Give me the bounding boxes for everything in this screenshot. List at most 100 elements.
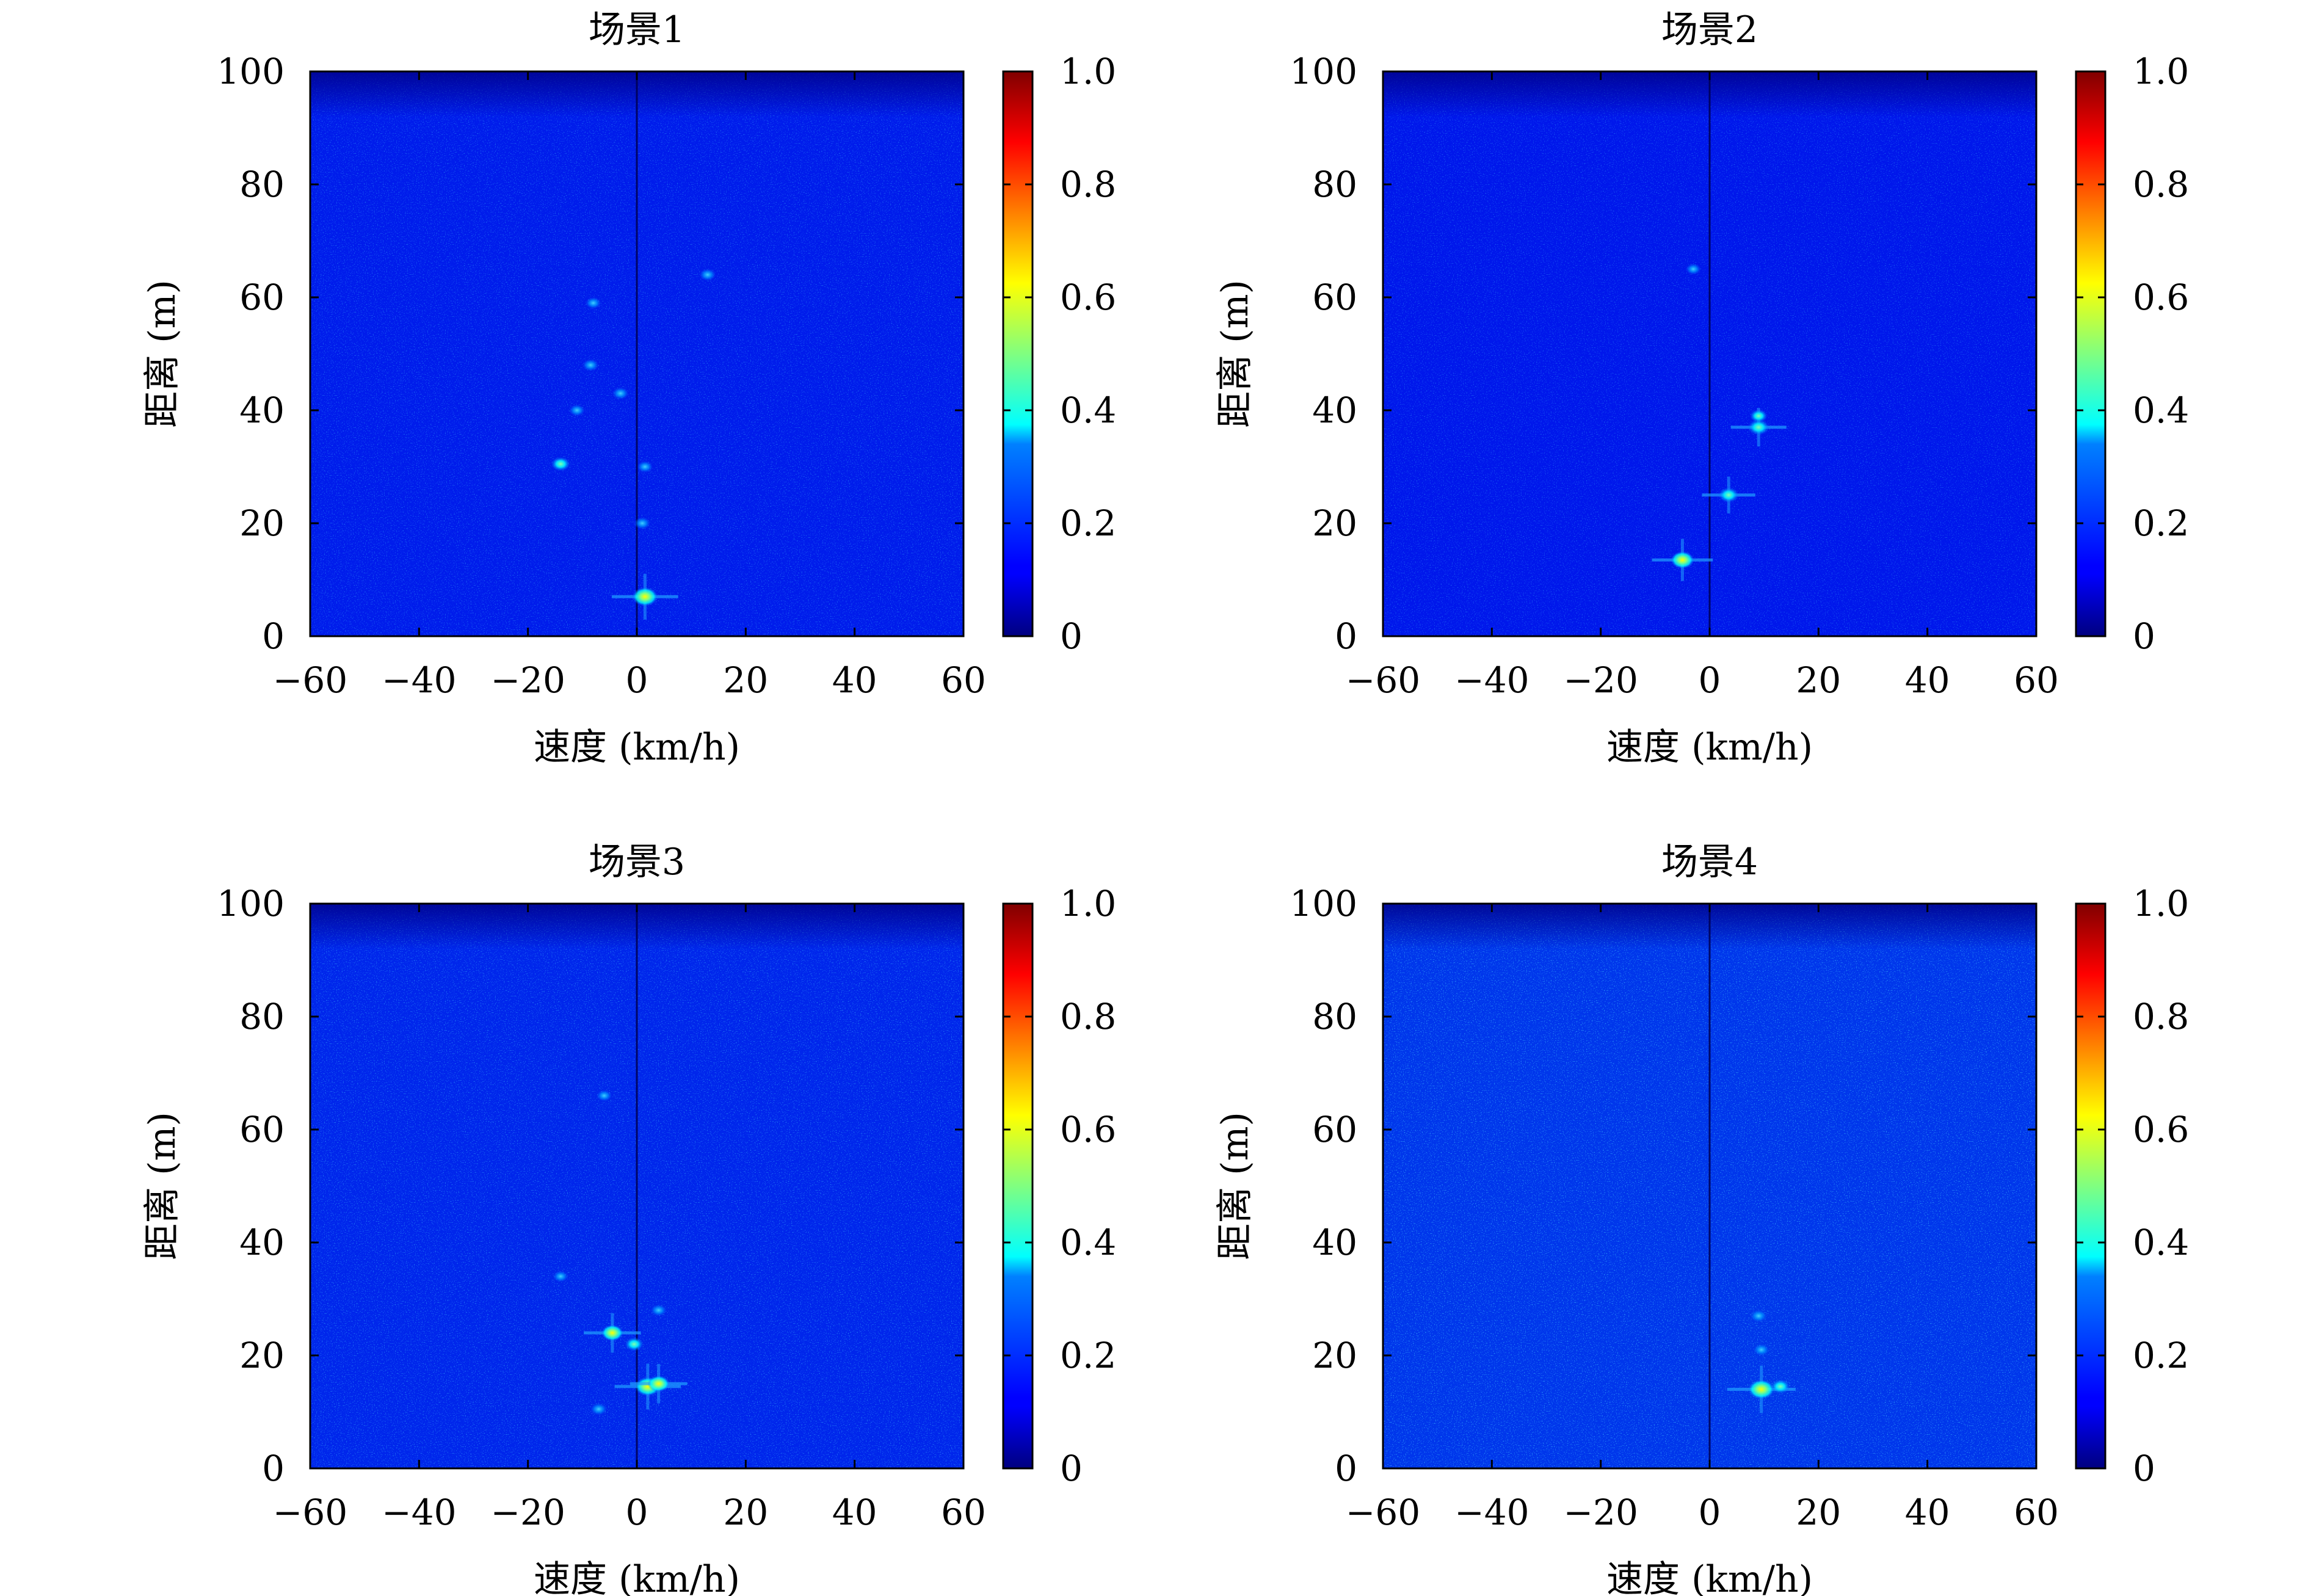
target-blob	[637, 460, 653, 473]
target-blob	[585, 297, 601, 309]
x-tick-label: 60	[2014, 1492, 2059, 1533]
colorbar-tick-label: 0.4	[2133, 1222, 2189, 1263]
target-7	[699, 269, 716, 281]
colorbar-tick-label: 0.2	[1060, 502, 1116, 544]
colorbar-tick-label: 0.2	[2133, 502, 2189, 544]
y-tick-label: 0	[262, 1448, 285, 1489]
target-2	[1702, 476, 1755, 513]
colorbar: 0 0.2 0.4 0.6 0.8 1.0	[1002, 883, 1116, 1489]
target-blob	[647, 1375, 670, 1392]
colorbar-tick-label: 0.4	[1060, 1222, 1116, 1263]
x-tick-label: −20	[490, 1492, 565, 1533]
x-tick-label: −20	[1563, 659, 1638, 701]
x-tick-label: 0	[1699, 659, 1721, 701]
x-tick-label: −20	[1563, 1492, 1638, 1533]
target-2	[1771, 1379, 1790, 1394]
target-7	[650, 1304, 667, 1316]
colorbar-gradient	[1002, 902, 1034, 1470]
x-tick-label: 0	[626, 659, 648, 701]
colorbar-tick-label: 0.8	[1060, 996, 1116, 1037]
y-axis-label: 距离 (m)	[141, 1112, 184, 1260]
y-tick-label: 40	[1312, 390, 1357, 431]
target-8	[597, 1090, 612, 1101]
colorbar-tick-label: 1.0	[1060, 51, 1116, 92]
colorbar-tick-label: 0	[1060, 615, 1083, 657]
target-4	[1753, 1344, 1769, 1356]
colorbar: 0 0.2 0.4 0.6 0.8 1.0	[1002, 51, 1116, 657]
y-tick-label: 0	[1335, 615, 1357, 657]
x-tick-label: −40	[1454, 659, 1529, 701]
colorbar-tick-label: 0.8	[1060, 164, 1116, 205]
x-axis-label: 速度 (km/h)	[534, 1558, 740, 1596]
heatmap-image	[1383, 71, 2036, 636]
x-tick-label: −40	[382, 659, 456, 701]
target-blob	[634, 517, 651, 529]
panel-4: −60 −40 −20 0 20 40 60 0 20 40 60 80 100 场景4 速度 (km/h)…	[1214, 841, 2189, 1596]
colorbar-tick-label: 0.2	[1060, 1335, 1116, 1376]
target-blob	[632, 587, 658, 606]
target-1	[1652, 539, 1713, 581]
target-blob	[1671, 551, 1694, 569]
target-3	[584, 1313, 641, 1353]
target-blob	[582, 359, 599, 371]
colorbar-tick-label: 0.8	[2133, 164, 2189, 205]
y-tick-label: 100	[1290, 51, 1357, 92]
target-blob	[553, 1271, 568, 1282]
x-axis-label: 速度 (km/h)	[534, 726, 740, 769]
colorbar-tick-label: 1.0	[2133, 51, 2189, 92]
target-4	[582, 359, 599, 371]
y-tick-label: 40	[1312, 1222, 1357, 1263]
y-tick-label: 0	[1335, 1448, 1357, 1489]
y-tick-label: 60	[239, 277, 285, 318]
target-4	[1749, 409, 1768, 423]
heatmap-image	[310, 904, 963, 1468]
colorbar: 0 0.2 0.4 0.6 0.8 1.0	[2075, 51, 2189, 657]
panel-title: 场景3	[589, 841, 685, 883]
y-tick-label: 100	[217, 51, 285, 92]
x-tick-label: 20	[1796, 659, 1841, 701]
colorbar-tick-label: 0.6	[1060, 1109, 1116, 1150]
x-tick-label: −60	[1346, 1492, 1420, 1533]
target-blob	[699, 269, 716, 281]
colorbar-tick-label: 1.0	[2133, 883, 2189, 924]
x-tick-label: −60	[273, 1492, 347, 1533]
x-tick-label: 40	[832, 1492, 877, 1533]
x-tick-label: 40	[832, 659, 877, 701]
y-tick-label: 80	[239, 996, 285, 1037]
target-4	[625, 1337, 644, 1351]
colorbar-gradient	[1002, 70, 1034, 637]
target-blob	[1771, 1379, 1790, 1394]
target-1	[1727, 1365, 1796, 1413]
target-5	[569, 404, 585, 416]
y-tick-label: 60	[1312, 1109, 1357, 1150]
target-blob	[1718, 487, 1740, 503]
y-axis-label: 距离 (m)	[141, 280, 184, 428]
x-tick-label: −40	[382, 1492, 456, 1533]
x-tick-label: 60	[2014, 659, 2059, 701]
target-3	[612, 387, 629, 400]
y-tick-label: 20	[1312, 1335, 1357, 1376]
x-axis-label: 速度 (km/h)	[1606, 1558, 1813, 1596]
target-blob	[1748, 1379, 1775, 1399]
target-blob	[1749, 409, 1768, 423]
colorbar-gradient	[2075, 902, 2107, 1470]
x-tick-label: 20	[723, 1492, 768, 1533]
y-tick-label: 100	[1290, 883, 1357, 924]
x-tick-label: 0	[626, 1492, 648, 1533]
x-tick-label: 20	[723, 659, 768, 701]
y-tick-label: 40	[239, 1222, 285, 1263]
colorbar-tick-label: 0.4	[2133, 390, 2189, 431]
colorbar-tick-label: 0.4	[1060, 390, 1116, 431]
target-blob	[551, 457, 570, 471]
colorbar-tick-label: 0.2	[2133, 1335, 2189, 1376]
panel-title: 场景1	[589, 9, 685, 51]
colorbar-tick-label: 1.0	[1060, 883, 1116, 924]
panel-1: −60 −40 −20 0 20 40 60 0 20 40 60 80 100 场景1 速度 (km/h)…	[141, 9, 1116, 769]
target-1	[612, 573, 678, 620]
x-tick-label: −20	[490, 659, 565, 701]
colorbar-tick-label: 0	[1060, 1448, 1083, 1489]
target-5	[1686, 263, 1701, 275]
y-axis-label: 距离 (m)	[1214, 1112, 1257, 1260]
y-tick-label: 40	[239, 390, 285, 431]
target-3	[1751, 1310, 1767, 1322]
